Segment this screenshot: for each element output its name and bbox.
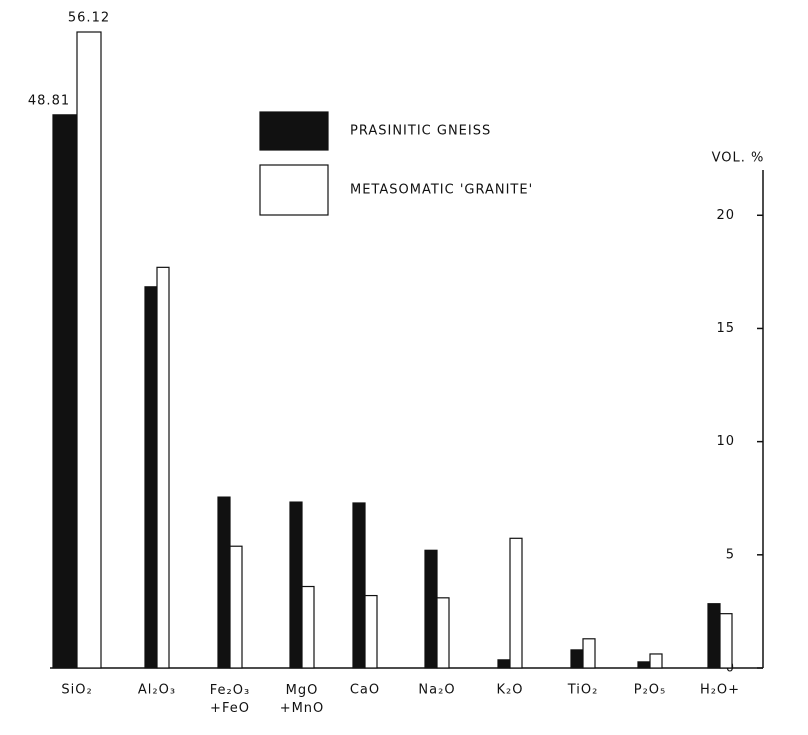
legend-label: METASOMATIC 'GRANITE' — [350, 183, 533, 198]
bar — [637, 661, 651, 669]
x-tick-label: TiO₂ — [567, 683, 599, 698]
bar — [156, 266, 170, 669]
bar — [509, 537, 523, 669]
x-tick-label: Fe₂O₃ +FeO — [210, 683, 250, 716]
x-tick-label: SiO₂ — [61, 683, 92, 698]
x-tick-label: Na₂O — [418, 683, 455, 698]
value-label: 56.12 — [68, 11, 110, 26]
bar — [719, 613, 733, 669]
y-tick-label: 10 — [716, 434, 735, 449]
bar — [352, 502, 366, 669]
bar — [424, 549, 438, 669]
bar — [52, 114, 78, 669]
legend-swatch — [259, 164, 329, 216]
x-tick-label: P₂O₅ — [634, 683, 667, 698]
y-tick-label: 5 — [726, 547, 735, 562]
bar — [144, 286, 158, 669]
y-tick-label: 15 — [716, 321, 735, 336]
x-tick-label: Al₂O₃ — [138, 683, 176, 698]
bar — [570, 649, 584, 669]
bar — [76, 31, 102, 669]
x-tick-label: H₂O+ — [700, 683, 740, 698]
bar — [364, 594, 378, 669]
bar — [582, 638, 596, 669]
bar — [497, 659, 511, 669]
legend-swatch — [259, 111, 329, 151]
bar — [707, 603, 721, 669]
x-tick-label: MgO +MnO — [280, 683, 325, 716]
legend-label: PRASINITIC GNEISS — [350, 124, 491, 139]
x-tick-label: K₂O — [497, 683, 524, 698]
value-label: 48.81 — [28, 93, 70, 108]
bar — [649, 653, 663, 669]
x-tick-label: CaO — [350, 683, 380, 698]
bar — [289, 501, 303, 669]
y-axis-label: VOL. % — [712, 151, 765, 166]
bar — [217, 496, 231, 669]
bar — [301, 585, 315, 669]
bar — [436, 597, 450, 669]
bar — [229, 545, 243, 669]
y-tick-label: 20 — [716, 208, 735, 223]
